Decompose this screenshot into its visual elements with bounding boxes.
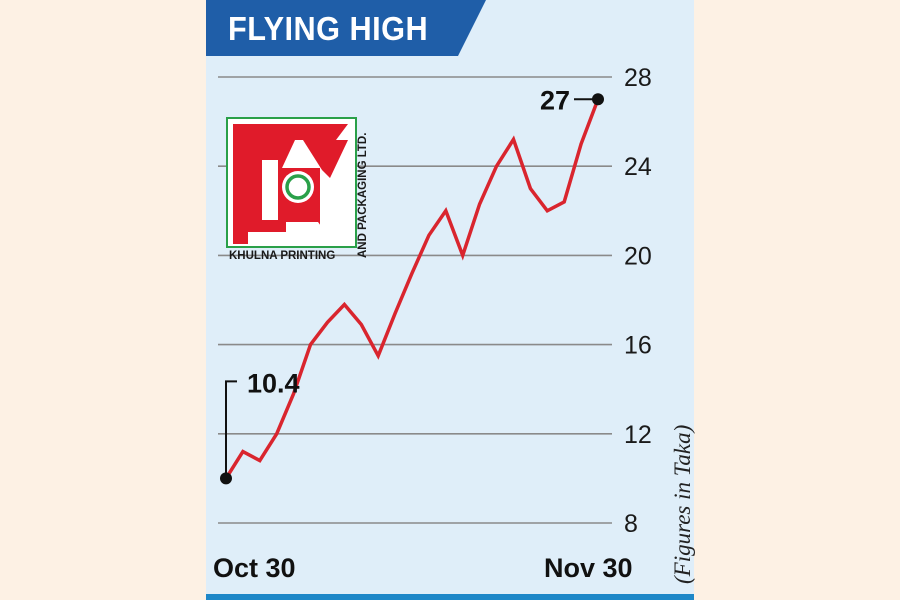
logo-white-base: [286, 222, 330, 238]
start-value-label: 10.4: [247, 368, 300, 398]
y-tick-label: 16: [624, 332, 652, 360]
y-axis-ticks: 8 12 16 20 24 28: [624, 64, 652, 538]
unit-label: (Figures in Taka): [670, 425, 695, 584]
title-banner: [206, 0, 486, 56]
kpp-logo-icon: KHULNA PRINTING AND PACKAGING LTD.: [226, 117, 369, 262]
series-line: [224, 98, 600, 480]
logo-green-circle: [285, 174, 311, 200]
chart-title: FLYING HIGH: [228, 10, 429, 47]
price-series: [224, 98, 600, 480]
logo-red-wedge: [303, 140, 348, 178]
logo-company-name-bottom: KHULNA PRINTING: [229, 250, 335, 262]
start-leader-line: [225, 380, 237, 479]
x-start-label: Oct 30: [213, 553, 296, 583]
chart-panel: [206, 0, 694, 600]
annotations: 10.4 27: [220, 85, 604, 485]
logo-white-stem: [262, 160, 278, 220]
y-tick-label: 8: [624, 510, 638, 538]
y-tick-label: 20: [624, 242, 652, 270]
y-tick-label: 28: [624, 64, 652, 92]
logo-company-name-side: AND PACKAGING LTD.: [357, 133, 369, 258]
y-tick-label: 12: [624, 421, 652, 449]
x-end-label: Nov 30: [544, 553, 633, 583]
end-point-marker: [592, 93, 604, 106]
end-value-label: 27: [540, 85, 570, 115]
y-tick-label: 24: [624, 153, 652, 181]
start-point-marker: [220, 472, 232, 485]
bottom-accent-bar: [206, 594, 694, 600]
